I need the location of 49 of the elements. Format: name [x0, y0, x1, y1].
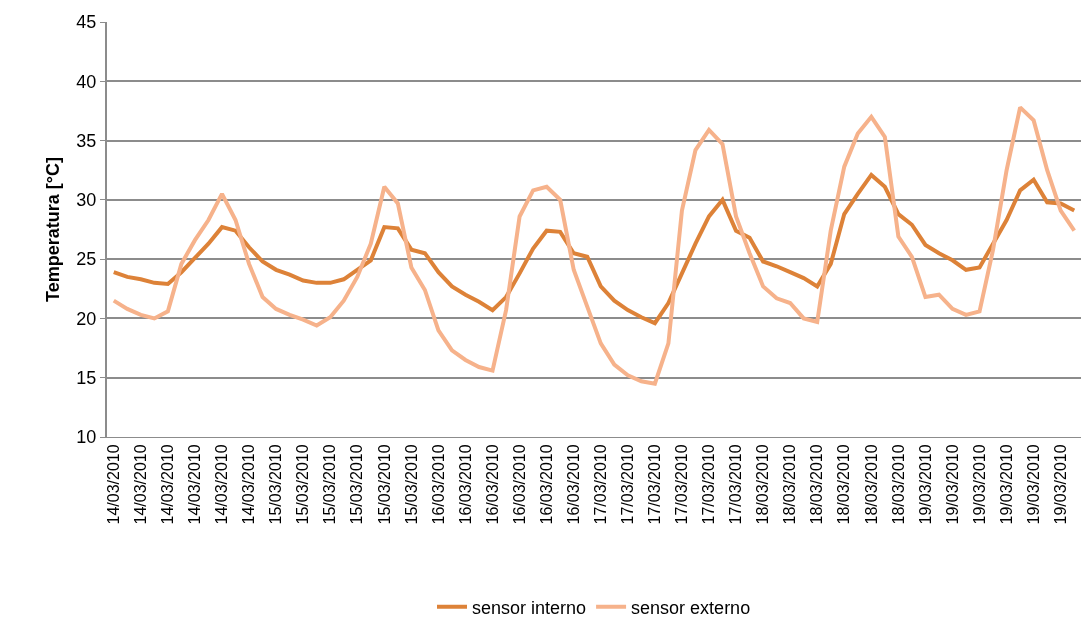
x-tick-label: 16/03/2010	[456, 444, 474, 525]
x-tick-label: 19/03/2010	[1051, 444, 1069, 525]
x-tick-label: 18/03/2010	[808, 444, 826, 525]
x-tick-label: 15/03/2010	[267, 444, 285, 525]
x-tick-label: 17/03/2010	[646, 444, 664, 525]
x-tick-label: 14/03/2010	[104, 444, 122, 525]
y-tick-label: 40	[76, 71, 97, 92]
y-tick-label: 15	[76, 368, 97, 389]
x-tick-label: 15/03/2010	[294, 444, 312, 525]
y-axis-title: Temperatura [°C]	[43, 157, 64, 302]
x-tick-label: 16/03/2010	[510, 444, 528, 525]
x-tick-label: 15/03/2010	[402, 444, 420, 525]
x-tick-label: 18/03/2010	[835, 444, 853, 525]
x-tick-label: 14/03/2010	[213, 444, 231, 525]
x-tick-label: 18/03/2010	[781, 444, 799, 525]
x-tick-label: 14/03/2010	[132, 444, 150, 525]
x-tick-label: 15/03/2010	[348, 444, 366, 525]
y-tick-label: 30	[76, 190, 97, 211]
x-tick-label: 19/03/2010	[970, 444, 988, 525]
x-tick-label: 19/03/2010	[997, 444, 1015, 525]
legend-label: sensor interno	[472, 597, 587, 618]
x-tick-label: 17/03/2010	[619, 444, 637, 525]
x-tick-label: 14/03/2010	[186, 444, 204, 525]
x-tick-label: 18/03/2010	[754, 444, 772, 525]
y-tick-label: 20	[76, 308, 97, 329]
x-tick-label: 19/03/2010	[943, 444, 961, 525]
y-tick-label: 25	[76, 249, 97, 270]
x-tick-label: 17/03/2010	[727, 444, 745, 525]
x-tick-label: 18/03/2010	[889, 444, 907, 525]
x-tick-label: 15/03/2010	[375, 444, 393, 525]
y-tick-label: 45	[76, 12, 97, 33]
x-tick-label: 19/03/2010	[1024, 444, 1042, 525]
x-tick-label: 17/03/2010	[673, 444, 691, 525]
x-tick-label: 14/03/2010	[240, 444, 258, 525]
line-series	[111, 105, 1077, 386]
x-tick-label: 15/03/2010	[321, 444, 339, 525]
x-tick-label: 19/03/2010	[916, 444, 934, 525]
line-series	[111, 172, 1077, 326]
y-tick-label: 35	[76, 130, 97, 151]
x-tick-label: 16/03/2010	[483, 444, 501, 525]
x-tick-label: 16/03/2010	[537, 444, 555, 525]
x-tick-label: 17/03/2010	[700, 444, 718, 525]
legend-label: sensor externo	[631, 597, 751, 618]
x-tick-label: 17/03/2010	[591, 444, 609, 525]
x-tick-label: 16/03/2010	[429, 444, 447, 525]
x-tick-label: 16/03/2010	[564, 444, 582, 525]
x-tick-label: 14/03/2010	[159, 444, 177, 525]
x-tick-label: 18/03/2010	[862, 444, 880, 525]
y-tick-label: 10	[76, 427, 97, 448]
